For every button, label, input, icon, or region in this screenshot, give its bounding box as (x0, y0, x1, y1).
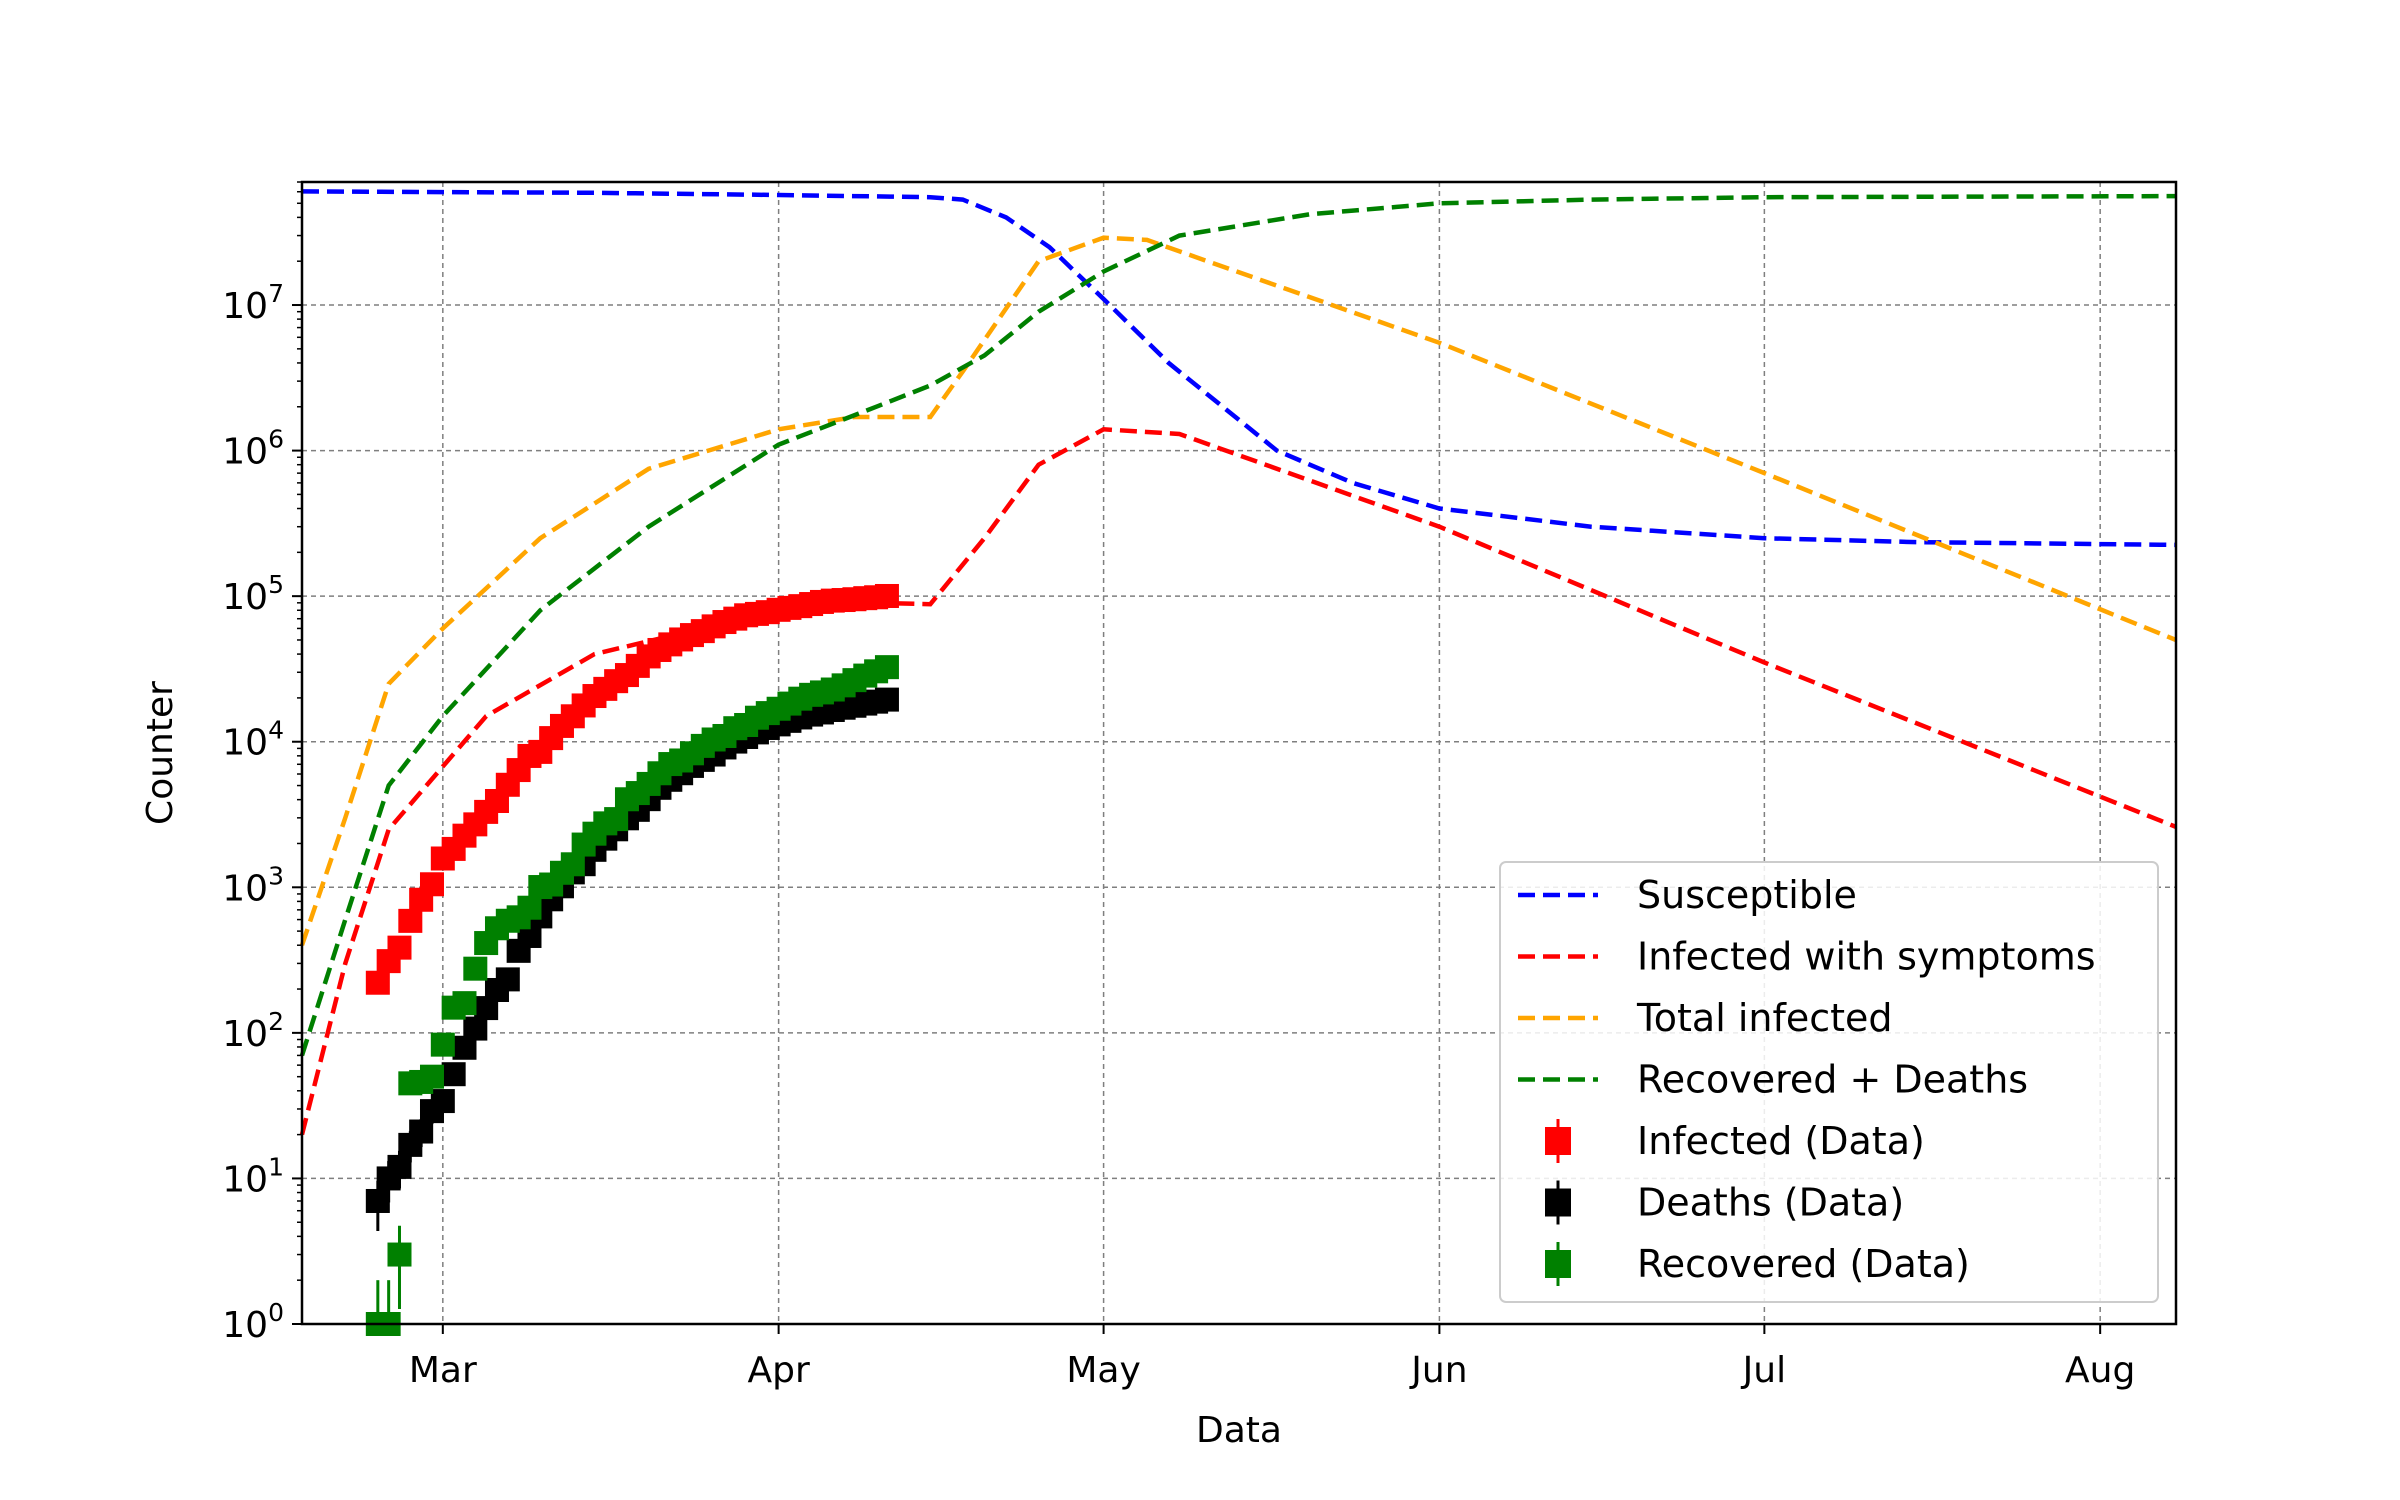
x-axis-label: Data (1196, 1410, 1282, 1451)
model-series-lines (299, 189, 2177, 1136)
data-point (463, 1016, 488, 1041)
y-tick-label: 106 (222, 425, 284, 473)
legend-marker-swatch (1545, 1250, 1571, 1278)
legend-marker-swatch (1545, 1188, 1571, 1217)
legend-box (1499, 861, 2159, 1303)
data-point (387, 935, 412, 960)
y-tick-label: 103 (222, 861, 284, 909)
data-point (365, 970, 390, 995)
x-axis-ticks: Mar Apr May Jun Jul Aug (409, 1324, 2135, 1391)
data-series-deaths-data- (365, 687, 899, 1231)
data-series-points (365, 583, 899, 1336)
data-point (387, 1242, 412, 1267)
x-tick-label: Apr (747, 1350, 809, 1391)
data-series-recovered-data- (365, 655, 899, 1336)
y-tick-label: 107 (222, 279, 284, 327)
legend-item: Total infected (1518, 996, 1893, 1040)
data-point (874, 583, 899, 608)
series-line-infected-with-symptoms (299, 427, 2177, 1136)
y-tick-label: 100 (222, 1298, 284, 1346)
series-line-total-infected (299, 235, 2177, 946)
plot-frame (300, 180, 2178, 1326)
data-point (419, 1064, 444, 1089)
legend: Susceptible Infected with symptoms Total i… (1499, 861, 2159, 1303)
legend-item: Recovered (Data) (1545, 1242, 1970, 1286)
data-point (398, 908, 423, 933)
legend-marker-swatch (1545, 1127, 1571, 1155)
legend-label: Infected with symptoms (1637, 935, 2096, 979)
data-point (387, 1154, 412, 1179)
data-series-infected-data- (365, 583, 899, 995)
data-point (495, 967, 520, 992)
legend-label: Infected (Data) (1637, 1119, 1925, 1163)
legend-item: Deaths (Data) (1545, 1180, 1904, 1225)
x-tick-label: Mar (409, 1350, 477, 1391)
data-point (409, 1119, 434, 1144)
data-point (441, 1062, 466, 1087)
legend-item: Infected with symptoms (1518, 935, 2096, 979)
legend-label: Total infected (1636, 996, 1893, 1040)
legend-label: Recovered + Deaths (1637, 1058, 2028, 1102)
legend-label: Deaths (Data) (1637, 1181, 1904, 1225)
y-axis-label: Counter (140, 681, 181, 825)
y-tick-label: 105 (222, 570, 284, 618)
data-point (517, 895, 542, 920)
y-axis-ticks: 100 101 102 103 104 105 106 107 (222, 181, 302, 1346)
series-line-susceptible (301, 189, 2177, 548)
data-point (430, 1032, 455, 1057)
data-point (463, 956, 488, 981)
legend-item: Recovered + Deaths (1518, 1058, 2028, 1102)
legend-label: Recovered (Data) (1637, 1242, 1970, 1286)
x-tick-label: Jun (1409, 1350, 1467, 1391)
data-point (452, 991, 477, 1016)
legend-item: Infected (Data) (1545, 1119, 1925, 1163)
y-tick-label: 104 (222, 716, 284, 764)
legend-item: Susceptible (1518, 873, 1857, 917)
x-tick-label: Jul (1741, 1350, 1786, 1391)
legend-label: Susceptible (1637, 873, 1857, 917)
series-line-recovered-deaths (299, 193, 2177, 1057)
x-tick-label: May (1066, 1350, 1140, 1391)
y-tick-label: 101 (222, 1152, 284, 1200)
data-point (874, 655, 899, 680)
data-point (430, 1089, 455, 1114)
y-tick-label: 102 (222, 1007, 284, 1055)
x-tick-label: Aug (2065, 1350, 2135, 1391)
data-point (365, 1188, 390, 1213)
data-point (874, 687, 899, 712)
data-point (419, 872, 444, 897)
